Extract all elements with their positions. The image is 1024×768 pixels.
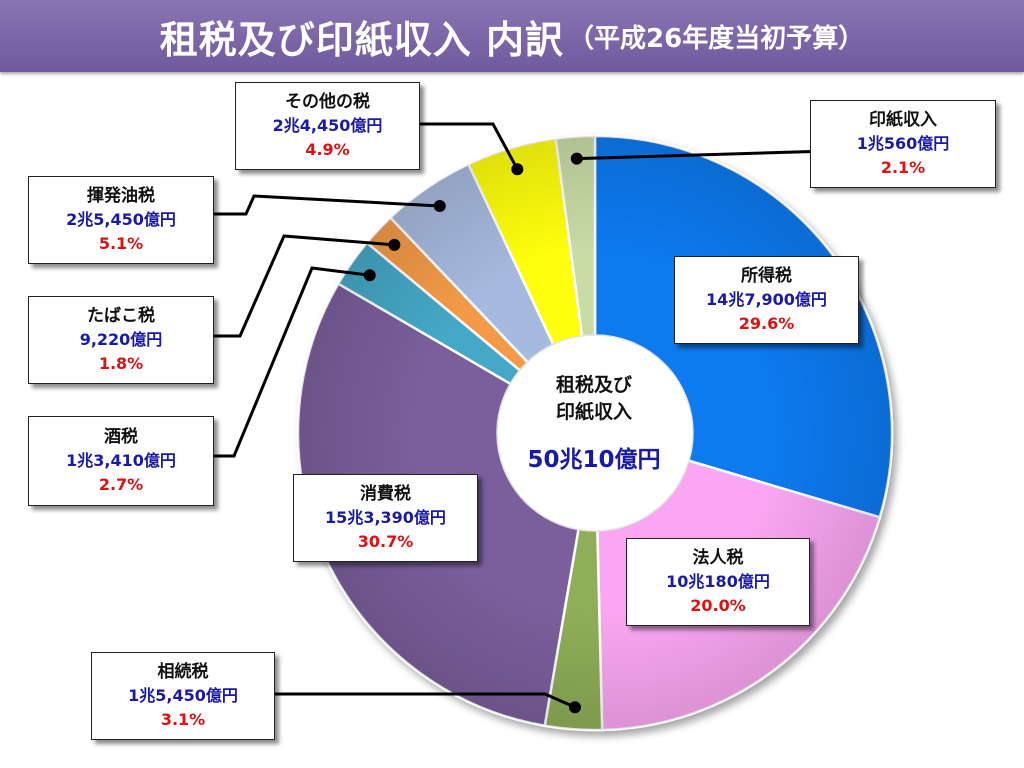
label-box-consumption-tax: 消費税 15兆3,390億円 30.7% bbox=[293, 474, 478, 562]
slice-label-percent: 30.7% bbox=[357, 532, 414, 551]
slice-label-name: 所得税 bbox=[741, 266, 792, 286]
slice-label-name: 印紙収入 bbox=[869, 110, 937, 130]
slice-label-percent: 29.6% bbox=[738, 314, 795, 333]
center-line-1: 租税及び bbox=[555, 374, 632, 396]
slice-label-name: 酒税 bbox=[104, 427, 138, 447]
slice-label-name: たばこ税 bbox=[87, 306, 155, 326]
slice-label-name: その他の税 bbox=[285, 92, 370, 112]
slice-label-percent: 1.8% bbox=[98, 354, 144, 373]
slice-label-percent: 2.1% bbox=[880, 158, 926, 177]
leader-line-liquor-tax bbox=[214, 266, 370, 458]
slice-label-amount: 15兆3,390億円 bbox=[325, 508, 446, 527]
slice-label-name: 相続税 bbox=[157, 662, 209, 682]
leader-dot-stamp-revenue bbox=[570, 152, 583, 165]
slice-label-name: 揮発油税 bbox=[87, 186, 155, 206]
leader-dot-liquor-tax bbox=[363, 269, 376, 282]
slice-label-amount: 2兆5,450億円 bbox=[66, 210, 176, 229]
leader-line-gasoline-tax bbox=[214, 194, 440, 216]
center-label: 租税及び 印紙収入 50兆10億円 bbox=[509, 372, 679, 474]
slice-label-percent: 5.1% bbox=[98, 234, 144, 253]
label-box-inheritance-tax: 相続税 1兆5,450億円 3.1% bbox=[91, 652, 275, 740]
label-box-income-tax: 所得税 14兆7,900億円 29.6% bbox=[674, 256, 859, 344]
slice-label-amount: 9,220億円 bbox=[79, 330, 163, 349]
slice-label-amount: 1兆5,450億円 bbox=[128, 686, 238, 705]
page-title: 租税及び印紙収入 内訳 bbox=[159, 17, 565, 62]
leader-dot-tobacco-tax bbox=[388, 238, 401, 251]
page-subtitle: （平成26年度当初予算） bbox=[568, 23, 865, 54]
slice-label-percent: 3.1% bbox=[160, 710, 206, 729]
slice-label-percent: 20.0% bbox=[690, 596, 746, 615]
center-hole bbox=[496, 334, 694, 532]
leader-line-tobacco-tax bbox=[214, 234, 395, 338]
slice-label-amount: 1兆560億円 bbox=[856, 134, 950, 153]
slice-label-name: 消費税 bbox=[360, 484, 411, 504]
label-box-stamp-revenue: 印紙収入 1兆560億円 2.1% bbox=[810, 100, 996, 188]
slice-label-amount: 1兆3,410億円 bbox=[66, 451, 176, 470]
label-box-tobacco-tax: たばこ税 9,220億円 1.8% bbox=[28, 296, 214, 384]
title-bar: 租税及び印紙収入 内訳 （平成26年度当初予算） bbox=[0, 0, 1024, 72]
leader-line-other-taxes bbox=[420, 122, 519, 170]
label-box-gasoline-tax: 揮発油税 2兆5,450億円 5.1% bbox=[28, 176, 214, 264]
slice-label-name: 法人税 bbox=[692, 548, 744, 568]
center-total: 50兆10億円 bbox=[527, 447, 661, 473]
label-box-corporate-tax: 法人税 10兆180億円 20.0% bbox=[626, 538, 810, 626]
leader-line-inheritance-tax bbox=[275, 692, 576, 709]
slice-label-percent: 4.9% bbox=[305, 140, 350, 159]
label-box-liquor-tax: 酒税 1兆3,410億円 2.7% bbox=[28, 416, 214, 506]
leader-dot-gasoline-tax bbox=[433, 200, 446, 213]
center-line-2: 印紙収入 bbox=[555, 401, 632, 423]
slice-label-amount: 14兆7,900億円 bbox=[706, 290, 827, 309]
slice-label-amount: 2兆4,450億円 bbox=[272, 116, 383, 135]
leader-dot-inheritance-tax bbox=[568, 701, 581, 714]
label-box-other-taxes: その他の税 2兆4,450億円 4.9% bbox=[235, 82, 420, 170]
leader-dot-other-taxes bbox=[511, 163, 524, 176]
slice-label-amount: 10兆180億円 bbox=[666, 572, 770, 591]
slice-label-percent: 2.7% bbox=[98, 475, 144, 494]
